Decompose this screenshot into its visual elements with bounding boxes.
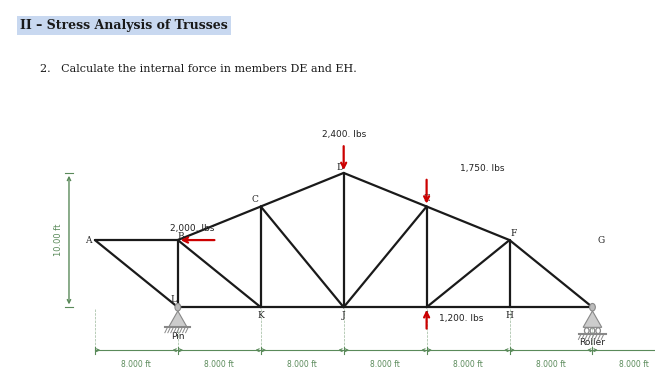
Text: 2.   Calculate the internal force in members DE and EH.: 2. Calculate the internal force in membe… (40, 64, 357, 74)
Text: F: F (510, 229, 517, 238)
Text: 2,400. lbs: 2,400. lbs (321, 130, 366, 139)
Text: 8.000 ft: 8.000 ft (453, 360, 483, 368)
Text: 8.000 ft: 8.000 ft (536, 360, 566, 368)
Circle shape (590, 304, 595, 311)
Text: H: H (506, 311, 514, 320)
Text: 8.000 ft: 8.000 ft (122, 360, 151, 368)
Text: 10.00 ft: 10.00 ft (54, 224, 63, 256)
Text: 1,750. lbs: 1,750. lbs (460, 164, 504, 173)
Text: D: D (337, 163, 344, 172)
Text: B: B (178, 232, 184, 241)
Text: E: E (424, 194, 430, 203)
Text: I: I (425, 311, 428, 320)
Text: II – Stress Analysis of Trusses: II – Stress Analysis of Trusses (20, 19, 228, 32)
Circle shape (175, 304, 181, 311)
Text: 8.000 ft: 8.000 ft (287, 360, 317, 368)
Text: K: K (257, 311, 264, 320)
Text: 8.000 ft: 8.000 ft (370, 360, 400, 368)
Text: A: A (86, 236, 92, 244)
Text: 8.000 ft: 8.000 ft (619, 360, 649, 368)
Text: 8.000 ft: 8.000 ft (204, 360, 234, 368)
Text: J: J (342, 311, 345, 320)
Text: C: C (251, 195, 258, 204)
Text: Roller: Roller (579, 338, 605, 347)
Text: 2,000. lbs: 2,000. lbs (170, 224, 214, 233)
Text: L: L (171, 295, 176, 304)
Text: G: G (597, 236, 605, 244)
Polygon shape (583, 311, 602, 327)
Text: 1,200. lbs: 1,200. lbs (439, 314, 484, 323)
Text: Pin: Pin (171, 332, 184, 341)
Polygon shape (168, 311, 187, 327)
